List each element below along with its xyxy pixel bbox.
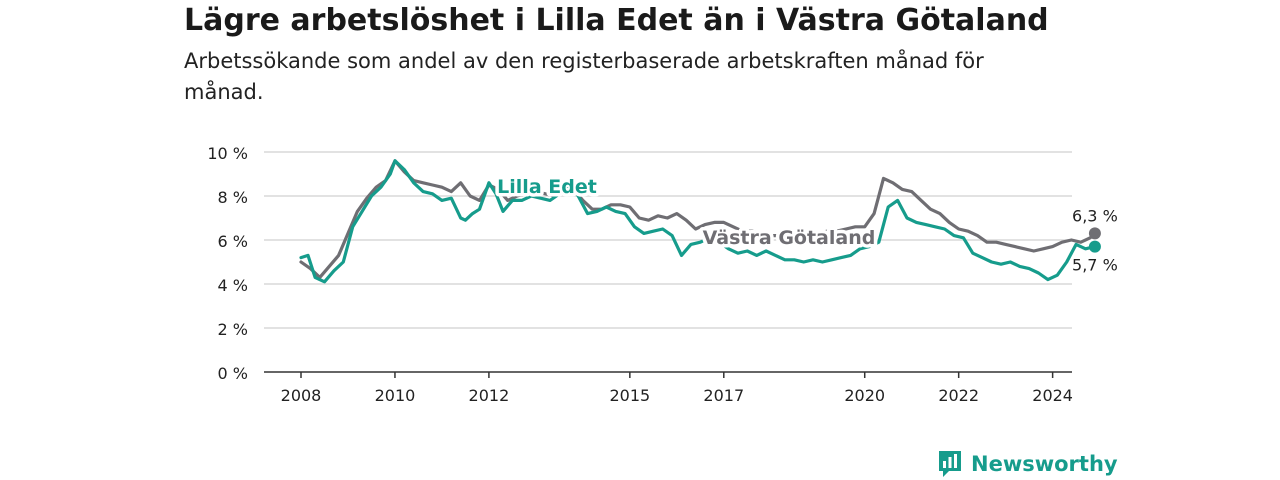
y-tick-label: 4 % [218, 276, 248, 295]
series-label: Västra Götaland [703, 227, 876, 249]
x-tick-label: 2024 [1032, 386, 1073, 405]
y-tick-label: 10 % [207, 144, 248, 163]
x-tick-label: 2015 [609, 386, 650, 405]
chart-title: Lägre arbetslöshet i Lilla Edet än i Väs… [184, 3, 1049, 38]
x-tick-label: 2022 [938, 386, 979, 405]
x-tick-label: 2017 [703, 386, 744, 405]
x-tick-label: 2012 [469, 386, 510, 405]
x-tick-label: 2010 [375, 386, 416, 405]
end-value-label: 6,3 % [1072, 206, 1118, 225]
brand-logo[interactable]: Newsworthy [937, 448, 1118, 480]
x-tick-label: 2008 [281, 386, 322, 405]
y-tick-label: 6 % [218, 232, 248, 251]
series-line [299, 159, 1097, 284]
x-tick-label: 2020 [844, 386, 885, 405]
end-value-label: 5,7 % [1072, 256, 1118, 275]
y-tick-label: 2 % [218, 320, 248, 339]
y-tick-label: 8 % [218, 188, 248, 207]
end-point-marker [1088, 240, 1101, 253]
end-point-marker [1088, 227, 1101, 240]
y-tick-label: 0 % [218, 364, 248, 383]
series-label: Lilla Edet [497, 176, 597, 198]
chart-subtitle: Arbetssökande som andel av den registerb… [184, 49, 984, 104]
brand-name: Newsworthy [971, 452, 1118, 476]
series-line [299, 159, 1097, 279]
bar-chart-logo-icon [939, 451, 961, 477]
